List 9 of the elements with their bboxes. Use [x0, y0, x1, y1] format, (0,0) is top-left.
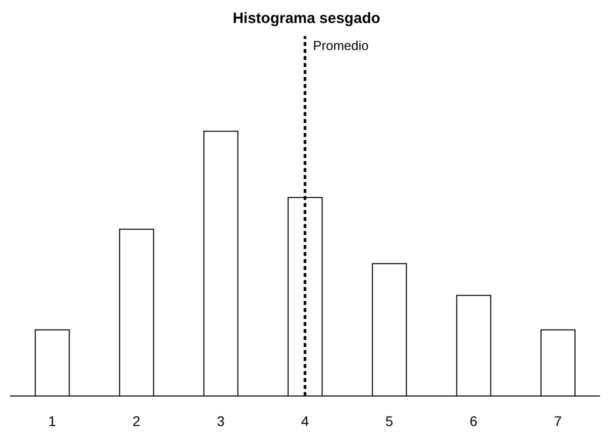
- x-tick-label: 1: [48, 412, 56, 429]
- x-tick-label: 2: [132, 412, 141, 429]
- x-tick-label: 4: [301, 412, 310, 429]
- chart-title: Histograma sesgado: [232, 10, 382, 27]
- x-tick-label: 6: [470, 412, 478, 429]
- x-tick-label: 7: [554, 412, 562, 429]
- x-tick-label: 5: [385, 412, 394, 429]
- ref-line-label: Promedio: [313, 38, 369, 53]
- x-tick-label: 3: [216, 412, 225, 429]
